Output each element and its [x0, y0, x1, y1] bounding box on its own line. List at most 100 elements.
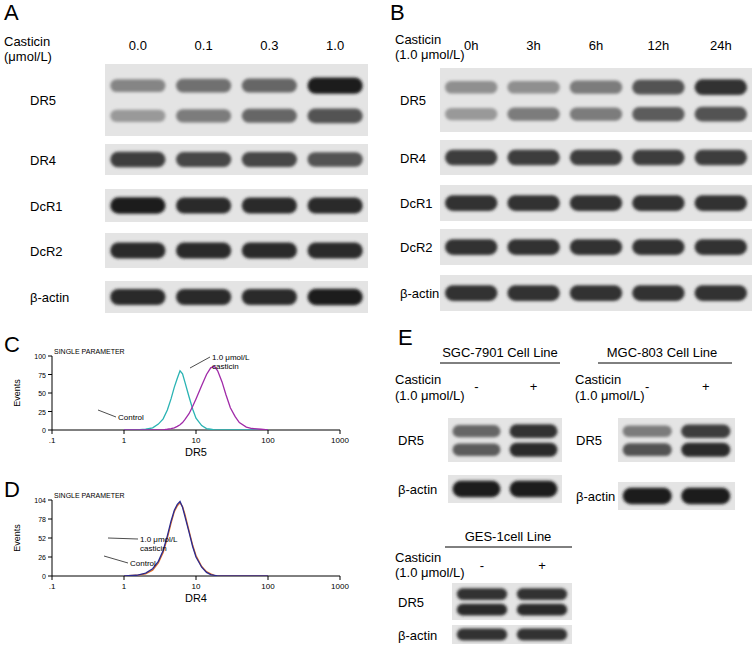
band	[110, 289, 165, 305]
y-tick-label: 50	[38, 390, 46, 397]
band	[453, 425, 501, 437]
series-label: Control	[118, 413, 144, 422]
title-rule	[445, 547, 572, 548]
series-label: 1.0 μmol/Lcasticin	[140, 535, 178, 553]
series-label: 1.0 μmol/Lcasticin	[212, 353, 250, 371]
row-label: DR5	[398, 595, 424, 610]
blot-panel: ACasticin(μmol/L)0.00.10.31.0DR5DR4DcR1D…	[4, 0, 368, 313]
treatment-label: (1.0 μmol/L)	[395, 47, 465, 62]
band	[176, 197, 231, 213]
band	[695, 107, 747, 122]
x-tick-label: 100	[261, 582, 275, 591]
blot-strip	[448, 418, 562, 462]
blot-strip	[440, 140, 752, 175]
treatment-label: Casticin	[575, 372, 621, 387]
blot-strip	[440, 275, 752, 311]
band	[681, 488, 730, 504]
x-tick-label: .1	[49, 582, 56, 591]
row-label: DR4	[400, 151, 426, 166]
leader-line	[190, 357, 210, 368]
band	[176, 242, 231, 258]
band	[308, 242, 363, 258]
leader-line	[98, 410, 116, 417]
lane-label: 0.0	[129, 38, 147, 53]
band	[445, 195, 497, 211]
band	[176, 109, 231, 122]
lane-label: 12h	[648, 38, 670, 53]
treatment-label: (1.0 μmol/L)	[575, 388, 645, 403]
leader-line	[108, 538, 138, 539]
band	[445, 285, 497, 301]
treatment-label: Casticin	[395, 32, 441, 47]
x-tick	[340, 576, 341, 580]
band	[510, 424, 558, 438]
plot-area	[124, 366, 268, 430]
band	[176, 152, 231, 167]
histogram-panel: DSINGLE PARAMETER.111010010000265278104D…	[4, 477, 349, 604]
band	[510, 481, 558, 497]
y-tick	[48, 356, 52, 357]
band	[176, 289, 231, 305]
blot-strip	[105, 64, 368, 136]
band	[681, 424, 730, 437]
histogram-line	[124, 366, 268, 430]
band	[570, 107, 622, 120]
band	[681, 443, 730, 457]
band	[570, 195, 622, 211]
blot-strip	[440, 185, 752, 221]
band	[176, 79, 231, 93]
lane-label: +	[702, 379, 710, 394]
band	[570, 81, 622, 94]
blot-panel: BCasticin(1.0 μmol/L)0h3h6h12h24hDR5DR4D…	[390, 0, 752, 311]
y-tick-label: 0	[42, 427, 46, 434]
lane-label: -	[480, 558, 484, 573]
lane-label: -	[645, 379, 649, 394]
figure: ACasticin(μmol/L)0.00.10.31.0DR5DR4DcR1D…	[0, 0, 754, 646]
y-tick	[48, 430, 52, 431]
band	[507, 285, 559, 301]
lane-label: 1.0	[326, 38, 344, 53]
x-tick-label: 100	[261, 436, 275, 445]
y-tick	[48, 519, 52, 520]
blot-strip	[440, 68, 752, 132]
band	[445, 108, 497, 120]
band	[445, 150, 497, 165]
row-label: DR5	[400, 93, 426, 108]
band	[457, 629, 507, 641]
blot-strip	[452, 625, 572, 644]
band	[457, 588, 507, 600]
band	[242, 152, 297, 167]
band	[242, 79, 297, 93]
blot-strip	[618, 418, 735, 462]
x-tick	[196, 576, 197, 580]
blot-strip	[440, 229, 752, 265]
row-label: DR5	[576, 433, 602, 448]
band	[570, 285, 622, 301]
blot-strip	[452, 583, 572, 620]
chart-title: SINGLE PARAMETER	[54, 348, 125, 355]
lane-label: 0.1	[195, 38, 213, 53]
panel-letter: A	[4, 0, 19, 25]
lane-label: 3h	[526, 38, 540, 53]
y-tick-label: 52	[38, 535, 46, 542]
band	[110, 242, 165, 258]
y-tick-label: 0	[42, 573, 46, 580]
x-tick	[340, 430, 341, 434]
chart-title: SINGLE PARAMETER	[54, 492, 125, 499]
treatment-label: Casticin	[4, 34, 50, 49]
band	[110, 110, 165, 122]
y-tick	[48, 538, 52, 539]
row-label: DcR1	[400, 196, 433, 211]
band	[453, 443, 501, 456]
lane-label: -	[474, 379, 478, 394]
band	[308, 77, 363, 93]
row-label: DR5	[398, 433, 424, 448]
band	[507, 195, 559, 211]
histogram-line	[124, 503, 268, 576]
row-label: DcR2	[30, 244, 63, 259]
band	[242, 289, 297, 305]
band	[570, 239, 622, 255]
band	[632, 107, 684, 121]
band	[110, 152, 165, 167]
blot-panel: GES-1cell LineCasticin(1.0 μmol/L)-+DR5β…	[395, 529, 572, 644]
